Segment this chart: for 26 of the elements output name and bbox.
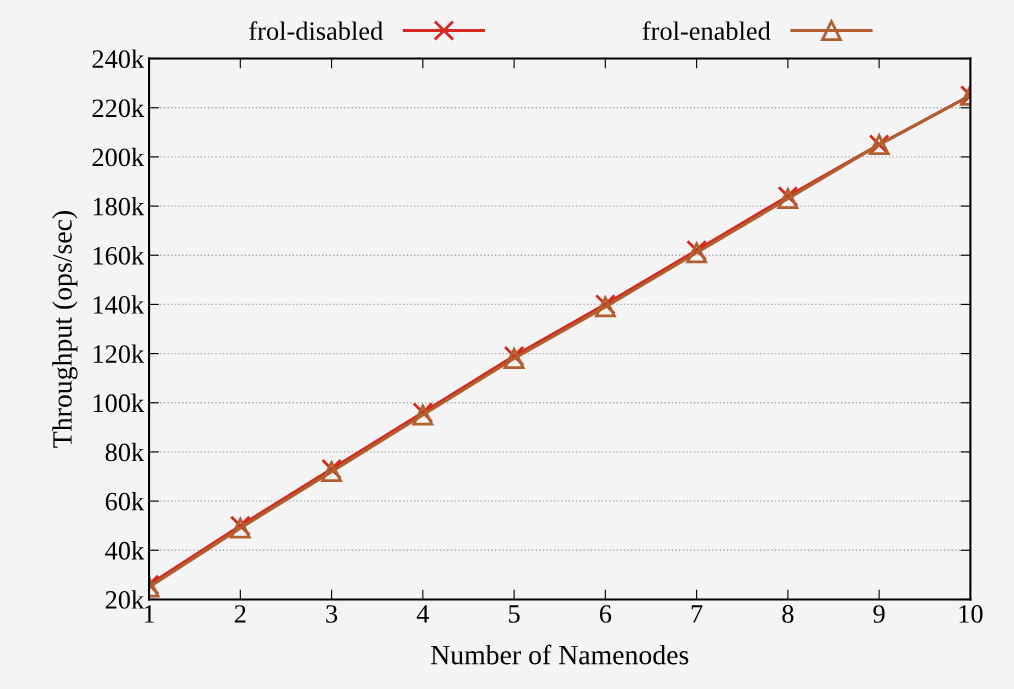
legend-label: frol-enabled xyxy=(642,21,771,41)
y-tick-label: 240k xyxy=(92,49,145,68)
x-axis-title: Number of Namenodes xyxy=(430,644,689,665)
y-tick-label: 160k xyxy=(93,246,145,265)
x-tick-label: 5 xyxy=(509,605,520,623)
y-tick-label: 40k xyxy=(105,541,145,560)
x-tick-label: 4 xyxy=(416,605,430,623)
y-axis-title: Throughput (ops/sec) xyxy=(52,211,78,448)
y-tick-label: 140k xyxy=(93,295,145,314)
x-tick-label: 10 xyxy=(959,605,983,623)
x-tick-label: 3 xyxy=(326,605,338,623)
x-tick-label: 1 xyxy=(144,605,155,623)
y-tick-label: 20k xyxy=(105,590,145,609)
x-tick-label: 8 xyxy=(782,605,794,623)
x-tick-label: 7 xyxy=(691,605,703,623)
x-tick-label: 9 xyxy=(873,605,885,623)
y-tick-label: 200k xyxy=(92,147,145,167)
x-tick-label: 6 xyxy=(599,605,612,623)
y-tick-label: 60k xyxy=(105,491,145,511)
y-tick-label: 220k xyxy=(92,98,145,118)
legend-label: frol-disabled xyxy=(249,21,383,41)
y-tick-label: 80k xyxy=(105,442,145,462)
y-tick-label: 120k xyxy=(93,344,145,363)
x-tick-label: 2 xyxy=(234,605,246,623)
y-tick-label: 100k xyxy=(93,393,145,413)
y-tick-label: 180k xyxy=(93,196,145,216)
